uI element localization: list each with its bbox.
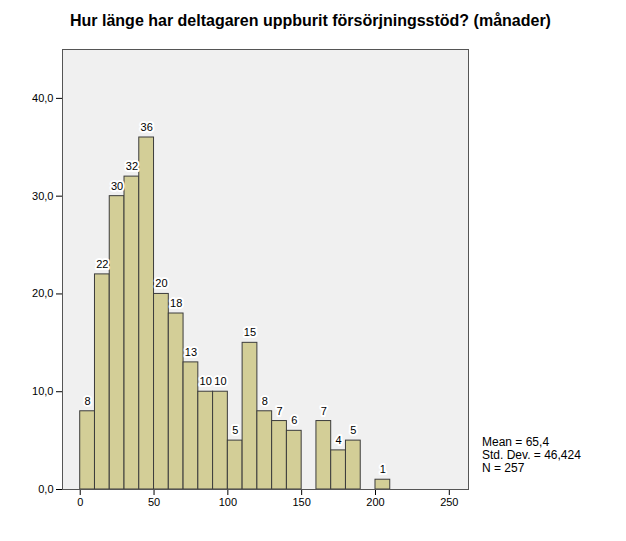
svg-text:100: 100 <box>219 496 237 508</box>
svg-text:50: 50 <box>148 496 160 508</box>
svg-text:0: 0 <box>77 496 83 508</box>
svg-text:7: 7 <box>321 405 327 417</box>
svg-text:0,0: 0,0 <box>38 483 53 495</box>
svg-text:200: 200 <box>366 496 384 508</box>
svg-text:150: 150 <box>292 496 310 508</box>
html-text:Hur länge har deltagaren uppbu: Hur länge har deltagaren uppburit försör… <box>70 12 551 29</box>
svg-text:1: 1 <box>380 463 386 475</box>
svg-text:22: 22 <box>96 258 108 270</box>
html-text:Std. Dev. = 46,424: Std. Dev. = 46,424 <box>482 448 581 462</box>
svg-text:36: 36 <box>141 121 153 133</box>
svg-text:10,0: 10,0 <box>32 385 53 397</box>
svg-text:6: 6 <box>291 414 297 426</box>
svg-text:40,0: 40,0 <box>32 92 53 104</box>
svg-text:7: 7 <box>276 405 282 417</box>
svg-text:18: 18 <box>170 297 182 309</box>
svg-text:8: 8 <box>85 395 91 407</box>
svg-text:10: 10 <box>214 375 226 387</box>
svg-text:15: 15 <box>244 326 256 338</box>
svg-text:10: 10 <box>200 375 212 387</box>
svg-text:4: 4 <box>336 434 342 446</box>
svg-text:250: 250 <box>440 496 458 508</box>
html-text:Mean = 65,4: Mean = 65,4 <box>482 435 550 449</box>
svg-text:32: 32 <box>126 160 138 172</box>
svg-text:20,0: 20,0 <box>32 287 53 299</box>
svg-text:30: 30 <box>111 180 123 192</box>
svg-text:8: 8 <box>262 395 268 407</box>
svg-text:5: 5 <box>232 424 238 436</box>
svg-text:13: 13 <box>185 346 197 358</box>
svg-text:5: 5 <box>350 424 356 436</box>
svg-text:30,0: 30,0 <box>32 190 53 202</box>
svg-text:20: 20 <box>155 277 167 289</box>
html-text:N = 257: N = 257 <box>482 461 525 475</box>
